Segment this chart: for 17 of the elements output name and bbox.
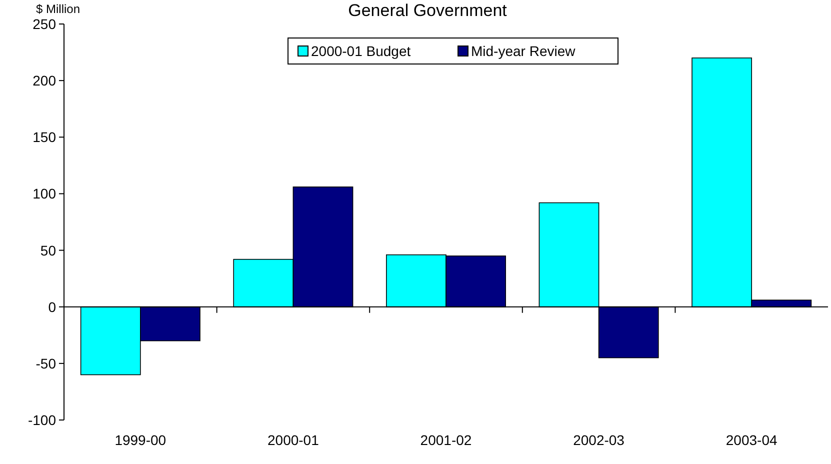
- x-tick-label: 2002-03: [573, 432, 625, 448]
- legend-label: Mid-year Review: [471, 43, 576, 59]
- x-tick-label: 2001-02: [420, 432, 472, 448]
- y-tick-label: 150: [32, 129, 56, 146]
- y-tick-label: 50: [40, 242, 56, 258]
- y-tick-label: 200: [32, 72, 56, 89]
- y-tick-label: 100: [32, 186, 56, 202]
- y-tick-label: -50: [36, 355, 56, 372]
- y-tick-label: 250: [32, 16, 56, 32]
- chart-title: General Government: [348, 1, 508, 20]
- x-tick-label: 1999-00: [114, 432, 166, 448]
- y-tick-label: 0: [48, 298, 56, 315]
- x-tick-label: 2003-04: [726, 432, 778, 448]
- y-axis-title: $ Million: [36, 2, 80, 16]
- y-tick-label: -100: [28, 412, 56, 428]
- x-tick-label: 2000-01: [268, 432, 320, 448]
- legend-label: 2000-01 Budget: [311, 43, 411, 59]
